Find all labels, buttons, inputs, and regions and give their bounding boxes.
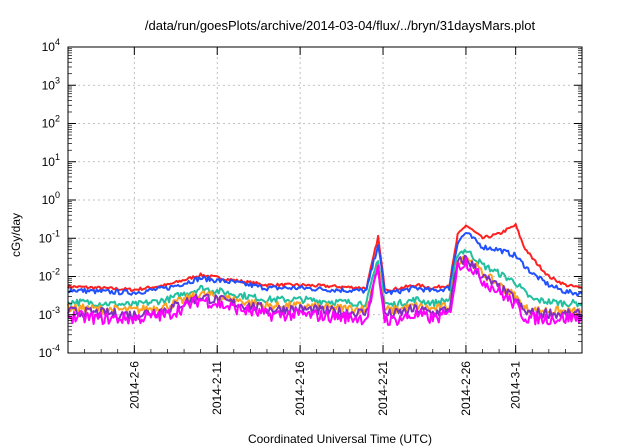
x-tick-label: 2014-3-1 xyxy=(509,361,523,409)
x-tick-label: 2014-2-21 xyxy=(376,361,390,416)
chart-title: /data/run/goesPlots/archive/2014-03-04/f… xyxy=(145,18,536,33)
y-tick-label: 103 xyxy=(42,75,60,92)
y-tick-label: 10-1 xyxy=(39,228,60,245)
x-axis-label: Coordinated Universal Time (UTC) xyxy=(248,432,432,446)
series-group xyxy=(67,223,583,326)
x-tick-label: 2014-2-16 xyxy=(293,361,307,416)
series-line xyxy=(67,223,583,292)
x-tick-label: 2014-2-11 xyxy=(210,361,224,415)
series-line xyxy=(67,257,583,326)
y-tick-label: 104 xyxy=(42,37,60,54)
y-tick-label: 100 xyxy=(42,190,60,207)
y-axis-label: cGy/day xyxy=(9,213,23,257)
axes: 10-4 10-3 10-2 10-1 100 101 102 103 104 2014-2-6 2… xyxy=(39,37,583,416)
y-tick-label: 101 xyxy=(42,152,60,169)
y-tick-label: 10-2 xyxy=(39,267,60,284)
y-tick-label: 10-4 xyxy=(39,343,60,360)
y-tick-label: 10-3 xyxy=(39,305,60,322)
x-tick-label: 2014-2-6 xyxy=(127,361,141,409)
series-line xyxy=(67,232,583,297)
y-tick-label: 102 xyxy=(42,114,60,131)
x-tick-label: 2014-2-26 xyxy=(459,361,473,416)
